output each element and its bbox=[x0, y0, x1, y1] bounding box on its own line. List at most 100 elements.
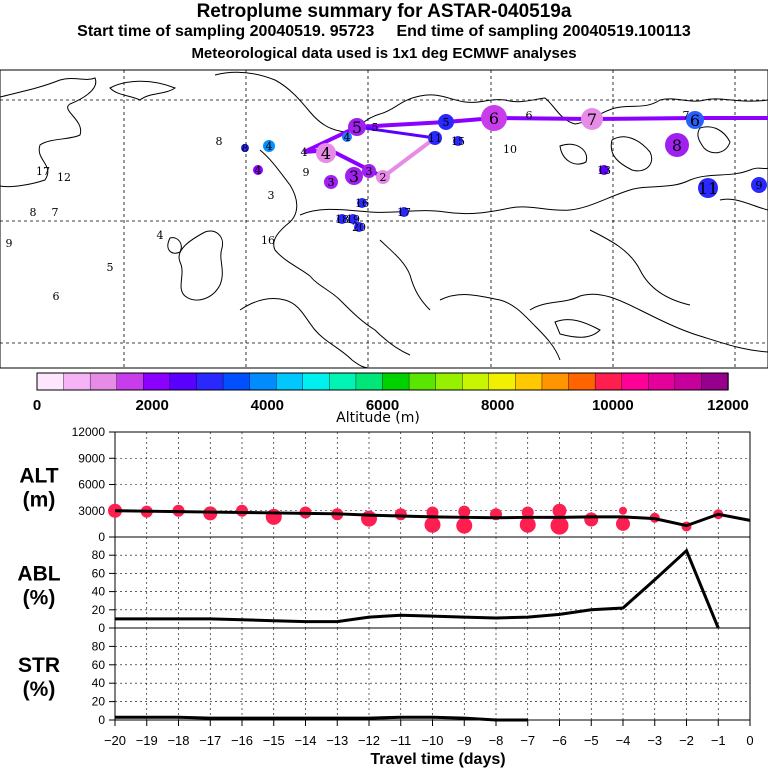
colorbar-swatch bbox=[222, 372, 251, 391]
panel-unit: (%) bbox=[23, 678, 56, 701]
cluster-label: 3 bbox=[268, 189, 275, 202]
map-graticule bbox=[0, 70, 768, 368]
trajectory-branch bbox=[381, 136, 437, 179]
y-tick-label: 20 bbox=[92, 695, 106, 709]
cluster-label: 3 bbox=[328, 176, 335, 189]
cluster-label: 9 bbox=[756, 179, 763, 192]
colorbar-swatch bbox=[275, 372, 304, 391]
cluster-marker bbox=[751, 177, 767, 193]
colorbar-swatch bbox=[355, 372, 384, 391]
colorbar-swatch bbox=[462, 372, 490, 391]
cluster-marker bbox=[316, 143, 336, 163]
colorbar-tick-label: 12000 bbox=[707, 397, 749, 414]
cluster-label: 5 bbox=[443, 116, 450, 129]
panel-label: ABL bbox=[17, 563, 60, 586]
altitude-cluster bbox=[584, 512, 599, 527]
cluster-marker bbox=[348, 214, 358, 224]
colorbar-swatch bbox=[621, 372, 649, 391]
y-tick-label: 80 bbox=[92, 548, 106, 562]
series-line bbox=[115, 548, 720, 629]
colorbar-swatch bbox=[143, 372, 171, 391]
cluster-label: 9 bbox=[6, 237, 13, 250]
x-tick-label: −6 bbox=[552, 733, 567, 748]
cluster-label: 4 bbox=[321, 144, 331, 163]
altitude-cluster bbox=[265, 508, 282, 525]
y-tick-label: 80 bbox=[92, 639, 106, 653]
cluster-label: 18 bbox=[335, 213, 349, 226]
x-tick-label: −11 bbox=[390, 733, 411, 748]
colorbar-swatch bbox=[541, 372, 570, 391]
colorbar-tick-label: 6000 bbox=[366, 397, 399, 414]
cluster-marker bbox=[357, 198, 367, 208]
colorbar-tick-label: 8000 bbox=[481, 397, 514, 414]
x-tick-label: −8 bbox=[489, 733, 504, 748]
colorbar-swatch bbox=[674, 372, 703, 391]
cluster-label: 8 bbox=[30, 206, 37, 219]
x-tick-label: −12 bbox=[358, 733, 380, 748]
cluster-label: 15 bbox=[451, 135, 465, 148]
colorbar-swatch bbox=[36, 372, 65, 391]
cluster-marker bbox=[453, 136, 463, 146]
cluster-label: 6 bbox=[690, 111, 700, 130]
x-tick-label: −14 bbox=[294, 733, 316, 748]
altitude-cluster bbox=[394, 508, 407, 521]
cluster-label: 6 bbox=[53, 290, 60, 303]
y-tick-label: 60 bbox=[92, 658, 106, 672]
cluster-label: 3 bbox=[366, 165, 373, 178]
cluster-label: 7 bbox=[683, 109, 690, 122]
x-tick-label: −10 bbox=[421, 733, 443, 748]
panel-alt: 0 3000 6000 9000 12000 ALT(m) bbox=[19, 425, 751, 544]
cluster-marker bbox=[698, 178, 718, 198]
colorbar-swatch bbox=[594, 372, 623, 391]
cluster-label: 10 bbox=[503, 143, 517, 156]
x-tick-label: −16 bbox=[231, 733, 253, 748]
colorbar-tick-label: 10000 bbox=[592, 397, 634, 414]
altitude-cluster bbox=[236, 504, 248, 517]
x-tick-label: −1 bbox=[711, 733, 726, 748]
cluster-marker bbox=[337, 214, 347, 224]
cluster-label: 5 bbox=[107, 261, 114, 274]
x-tick-label: −13 bbox=[326, 733, 348, 748]
cluster-marker bbox=[481, 105, 507, 131]
y-tick-label: 0 bbox=[98, 621, 105, 635]
cluster-label: 2 bbox=[380, 171, 387, 184]
chart-subtitle-met: Meteorological data used is 1x1 deg ECMW… bbox=[191, 45, 577, 62]
colorbar-swatch bbox=[89, 372, 118, 391]
cluster-label: 6 bbox=[526, 109, 533, 122]
cluster-label: 4 bbox=[255, 164, 262, 177]
panel-label: STR bbox=[18, 654, 60, 677]
colorbar-swatch bbox=[515, 372, 543, 391]
trajectory-branch-2 bbox=[356, 125, 436, 140]
colorbar-swatch bbox=[488, 372, 517, 391]
x-tick-label: −17 bbox=[199, 733, 221, 748]
cluster-label: 16 bbox=[355, 197, 369, 210]
altitude-cluster bbox=[519, 516, 536, 533]
cluster-marker bbox=[253, 165, 263, 175]
cluster-marker bbox=[376, 170, 390, 184]
cluster-label: 12 bbox=[57, 171, 71, 184]
time-series-panels: 030006000900012000ALT(m)020406080ABL(%)0… bbox=[17, 425, 753, 748]
colorbar-swatch bbox=[302, 372, 331, 391]
y-tick-label: 40 bbox=[92, 676, 106, 690]
cluster-marker bbox=[345, 167, 363, 185]
colorbar-swatch bbox=[648, 372, 676, 391]
altitude-cluster bbox=[424, 516, 441, 533]
cluster-label: 3 bbox=[349, 167, 359, 186]
cluster-label: 8 bbox=[672, 136, 682, 155]
cluster-label: 11 bbox=[428, 132, 442, 145]
x-tick-label: −19 bbox=[136, 733, 158, 748]
chart-title: Retroplume summary for ASTAR-040519a bbox=[196, 1, 572, 22]
cluster-marker bbox=[342, 132, 352, 142]
y-tick-label: 6000 bbox=[78, 478, 105, 492]
colorbar-tick-label: 4000 bbox=[251, 397, 284, 414]
cluster-marker bbox=[428, 131, 442, 145]
cluster-marker bbox=[581, 108, 603, 130]
cluster-marker bbox=[686, 111, 704, 129]
cluster-marker bbox=[399, 207, 409, 217]
colorbar-swatch bbox=[329, 372, 357, 391]
cluster-marker bbox=[362, 164, 376, 178]
panel-unit: (m) bbox=[23, 489, 56, 512]
